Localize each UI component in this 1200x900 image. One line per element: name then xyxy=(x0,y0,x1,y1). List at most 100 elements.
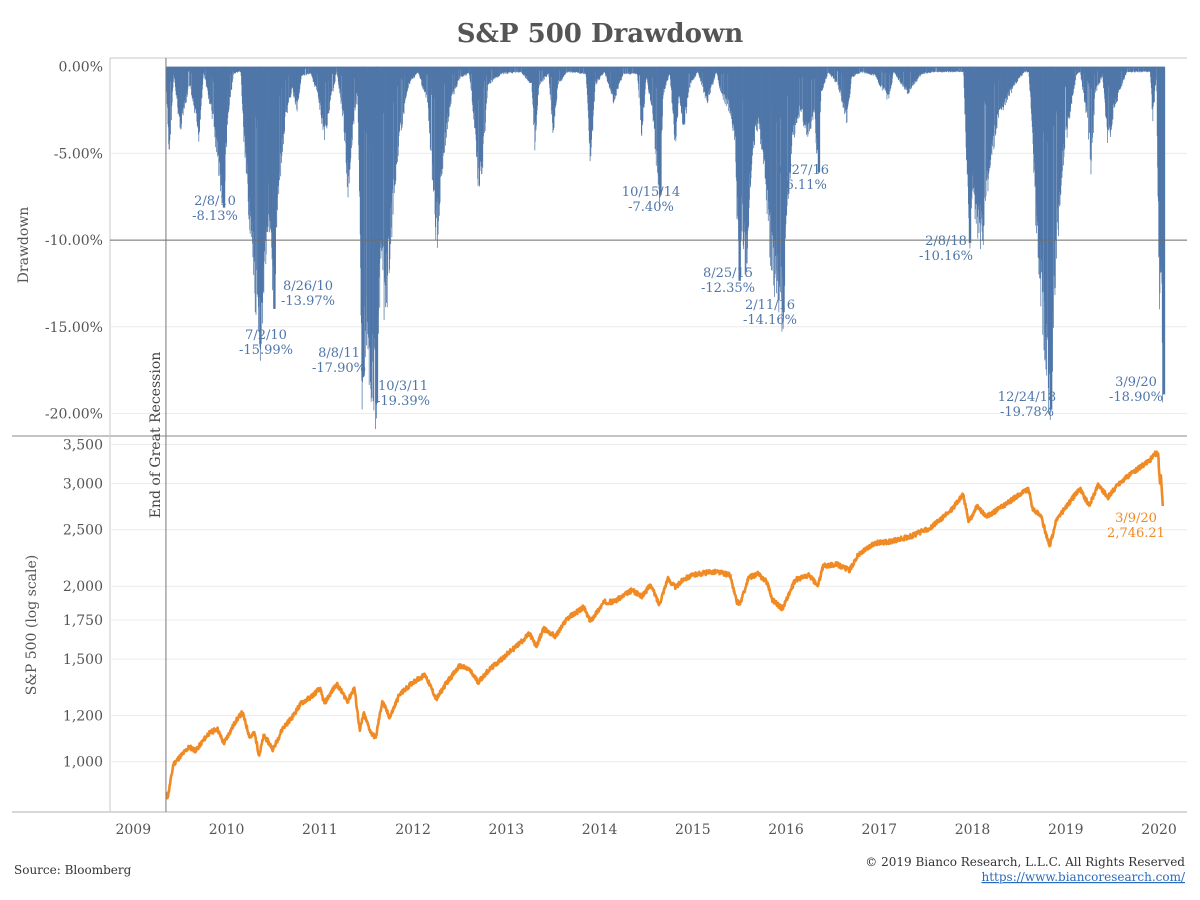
drawdown-bar xyxy=(1124,66,1126,76)
drawdown-bar xyxy=(734,66,736,137)
drawdown-bar xyxy=(422,66,424,87)
drawdown-bar xyxy=(569,66,571,73)
drawdown-bar xyxy=(728,66,730,103)
drawdown-bar xyxy=(729,66,730,108)
drawdown-bar xyxy=(615,66,617,96)
drawdown-bar xyxy=(1034,66,1036,187)
drawdown-bar xyxy=(284,66,285,132)
drawdown-bar xyxy=(819,66,821,113)
drawdown-bar xyxy=(731,66,733,112)
drawdown-bar xyxy=(1106,66,1108,128)
drawdown-bar xyxy=(295,66,297,101)
drawdown-bar xyxy=(331,66,332,92)
drawdown-bar xyxy=(543,66,545,80)
drawdown-bar xyxy=(672,66,674,111)
drawdown-bar xyxy=(319,66,320,99)
drawdown-annotation-value: -10.16% xyxy=(919,249,973,264)
drawdown-bar xyxy=(195,66,197,110)
drawdown-bar xyxy=(1159,66,1161,294)
drawdown-bar xyxy=(1110,66,1112,130)
drawdown-bar xyxy=(803,66,805,125)
drawdown-bar xyxy=(927,66,929,73)
drawdown-bar xyxy=(466,66,468,74)
drawdown-bar xyxy=(1106,66,1108,118)
drawdown-bar xyxy=(267,66,269,228)
drawdown-bar xyxy=(351,66,352,149)
drawdown-bar xyxy=(495,66,497,77)
drawdown-bar xyxy=(1057,66,1059,209)
drawdown-bar xyxy=(642,66,643,126)
drawdown-bar xyxy=(661,66,663,130)
drawdown-bar xyxy=(784,66,786,286)
drawdown-bar xyxy=(987,66,988,179)
drawdown-bar xyxy=(994,66,996,126)
drawdown-bar xyxy=(1074,66,1076,70)
drawdown-bar xyxy=(416,66,418,73)
drawdown-bar xyxy=(256,66,257,129)
drawdown-bar xyxy=(317,66,319,97)
drawdown-bar xyxy=(798,66,800,118)
drawdown-bar xyxy=(519,66,520,72)
drawdown-bar xyxy=(877,66,879,83)
drawdown-bar xyxy=(372,66,374,362)
drawdown-bar xyxy=(212,66,213,114)
drawdown-bar xyxy=(1032,66,1033,133)
drawdown-bar xyxy=(294,66,296,103)
drawdown-bar xyxy=(568,66,570,72)
drawdown-annotation-date: 2/11/16 xyxy=(745,298,795,313)
drawdown-bar xyxy=(643,66,645,108)
drawdown-bar xyxy=(1130,66,1131,72)
drawdown-bar xyxy=(936,66,938,73)
drawdown-bar xyxy=(922,66,924,74)
drawdown-bar xyxy=(843,66,845,108)
drawdown-bar xyxy=(496,66,497,78)
drawdown-bar xyxy=(1005,66,1007,97)
drawdown-bar xyxy=(317,66,318,92)
drawdown-bar xyxy=(690,66,692,84)
drawdown-bar xyxy=(187,66,189,90)
drawdown-bar xyxy=(827,66,829,73)
drawdown-bar xyxy=(174,66,175,80)
drawdown-bar xyxy=(978,66,980,234)
drawdown-bar xyxy=(806,66,808,134)
drawdown-bar xyxy=(712,66,714,85)
drawdown-bar xyxy=(1003,66,1005,108)
drawdown-bar xyxy=(1002,66,1003,107)
drawdown-bar xyxy=(439,66,441,203)
drawdown-bar xyxy=(772,66,774,236)
drawdown-bar xyxy=(617,66,618,88)
drawdown-bar xyxy=(656,66,658,152)
drawdown-bar xyxy=(416,66,417,74)
drawdown-bar xyxy=(1069,66,1071,109)
drawdown-bar xyxy=(1006,66,1008,99)
website-link[interactable]: https://www.biancoresearch.com/ xyxy=(981,870,1185,884)
drawdown-bar xyxy=(751,66,752,171)
drawdown-bar xyxy=(748,66,750,227)
drawdown-bar xyxy=(1028,66,1030,72)
drawdown-bar xyxy=(1061,66,1063,178)
drawdown-bar xyxy=(454,66,455,74)
drawdown-bar xyxy=(790,66,792,150)
drawdown-bar xyxy=(1125,66,1127,73)
drawdown-bar xyxy=(330,66,332,96)
copyright-note: © 2019 Bianco Research, L.L.C. All Right… xyxy=(865,855,1185,869)
drawdown-bar xyxy=(355,66,357,105)
drawdown-bar xyxy=(416,66,418,73)
drawdown-bar xyxy=(365,66,367,331)
drawdown-bar xyxy=(1025,66,1027,72)
drawdown-bar xyxy=(706,66,708,102)
drawdown-bar xyxy=(635,66,637,73)
drawdown-bar xyxy=(981,66,983,232)
drawdown-bar xyxy=(903,66,904,86)
drawdown-bar xyxy=(424,66,426,90)
drawdown-bar xyxy=(200,66,201,120)
drawdown-bar xyxy=(409,66,411,80)
drawdown-bar xyxy=(518,66,520,73)
drawdown-bar xyxy=(338,66,340,85)
drawdown-bar xyxy=(183,66,184,108)
drawdown-bar xyxy=(884,66,885,73)
drawdown-bar xyxy=(683,66,685,125)
drawdown-bar xyxy=(521,66,523,74)
drawdown-bar xyxy=(856,66,858,75)
drawdown-bar xyxy=(291,66,293,89)
